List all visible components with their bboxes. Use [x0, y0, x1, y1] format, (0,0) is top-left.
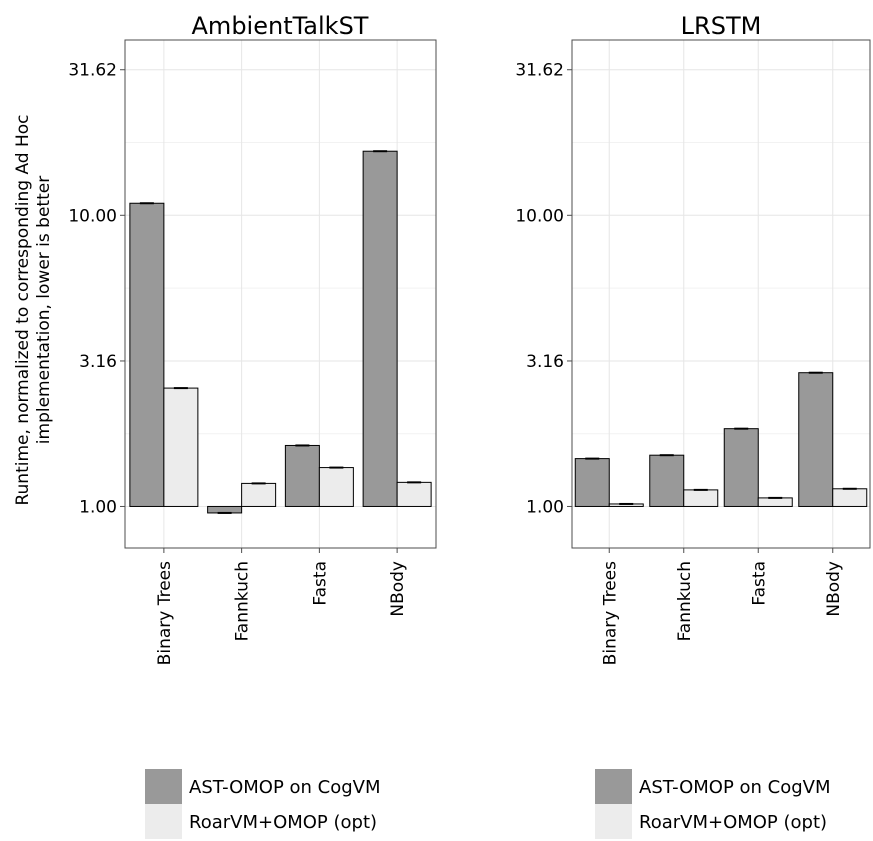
- y-tick-label: 3.16: [526, 352, 564, 372]
- category-label: Fannkuch: [675, 561, 695, 641]
- legend-swatch: [595, 804, 632, 839]
- y-tick-label: 3.16: [79, 352, 117, 372]
- bar: [757, 497, 793, 507]
- category-label: NBody: [824, 561, 844, 617]
- y-tick-label: 10.00: [68, 206, 117, 226]
- legend: AST-OMOP on CogVM RoarVM+OMOP (opt): [145, 769, 381, 839]
- category-label: Binary Trees: [155, 561, 175, 665]
- y-tick-label: 31.62: [515, 61, 564, 81]
- panel-title: AmbientTalkST: [192, 12, 369, 40]
- legend-label: RoarVM+OMOP (opt): [639, 812, 827, 833]
- bar: [362, 150, 398, 507]
- panel-ambienttalkst: AmbientTalkST 1.00 3.16 10.00 31.62 Binary Tr…: [68, 12, 437, 839]
- y-axis-title-line: implementation, lower is better: [34, 176, 54, 444]
- legend-swatch: [595, 769, 632, 804]
- category-label: Fasta: [310, 561, 330, 606]
- category-label: NBody: [388, 561, 408, 617]
- legend-label: RoarVM+OMOP (opt): [189, 812, 377, 833]
- y-tick-label: 1.00: [526, 497, 564, 517]
- bar: [798, 372, 834, 507]
- category-label: Fannkuch: [233, 561, 253, 641]
- category-label: Fasta: [749, 561, 769, 606]
- legend-swatch: [145, 804, 182, 839]
- legend: AST-OMOP on CogVM RoarVM+OMOP (opt): [595, 769, 831, 839]
- y-axis-title-line: Runtime, normalized to corresponding Ad …: [13, 114, 33, 505]
- panel-title: LRSTM: [681, 12, 762, 40]
- bar: [396, 481, 432, 507]
- y-tick-label: 1.00: [79, 497, 117, 517]
- bar: [318, 467, 354, 507]
- legend-label: AST-OMOP on CogVM: [189, 777, 381, 798]
- bar: [723, 428, 759, 507]
- plot-border: [571, 39, 871, 549]
- y-axis-title: Runtime, normalized to corresponding Ad …: [13, 114, 54, 505]
- bar: [241, 482, 277, 507]
- bar: [163, 387, 199, 507]
- bar: [649, 454, 685, 507]
- legend-label: AST-OMOP on CogVM: [639, 777, 831, 798]
- legend-swatch: [145, 769, 182, 804]
- category-label: Binary Trees: [600, 561, 620, 665]
- panel-lrstm: LRSTM 1.00 3.16 10.00 31.62 Binary Trees Fannk…: [515, 12, 871, 839]
- y-tick-label: 10.00: [515, 206, 564, 226]
- plot-border: [124, 39, 437, 549]
- bar: [284, 444, 320, 507]
- bar: [129, 202, 165, 507]
- bar: [574, 458, 610, 507]
- y-tick-label: 31.62: [68, 61, 117, 81]
- bar: [832, 488, 868, 507]
- bar: [683, 489, 719, 507]
